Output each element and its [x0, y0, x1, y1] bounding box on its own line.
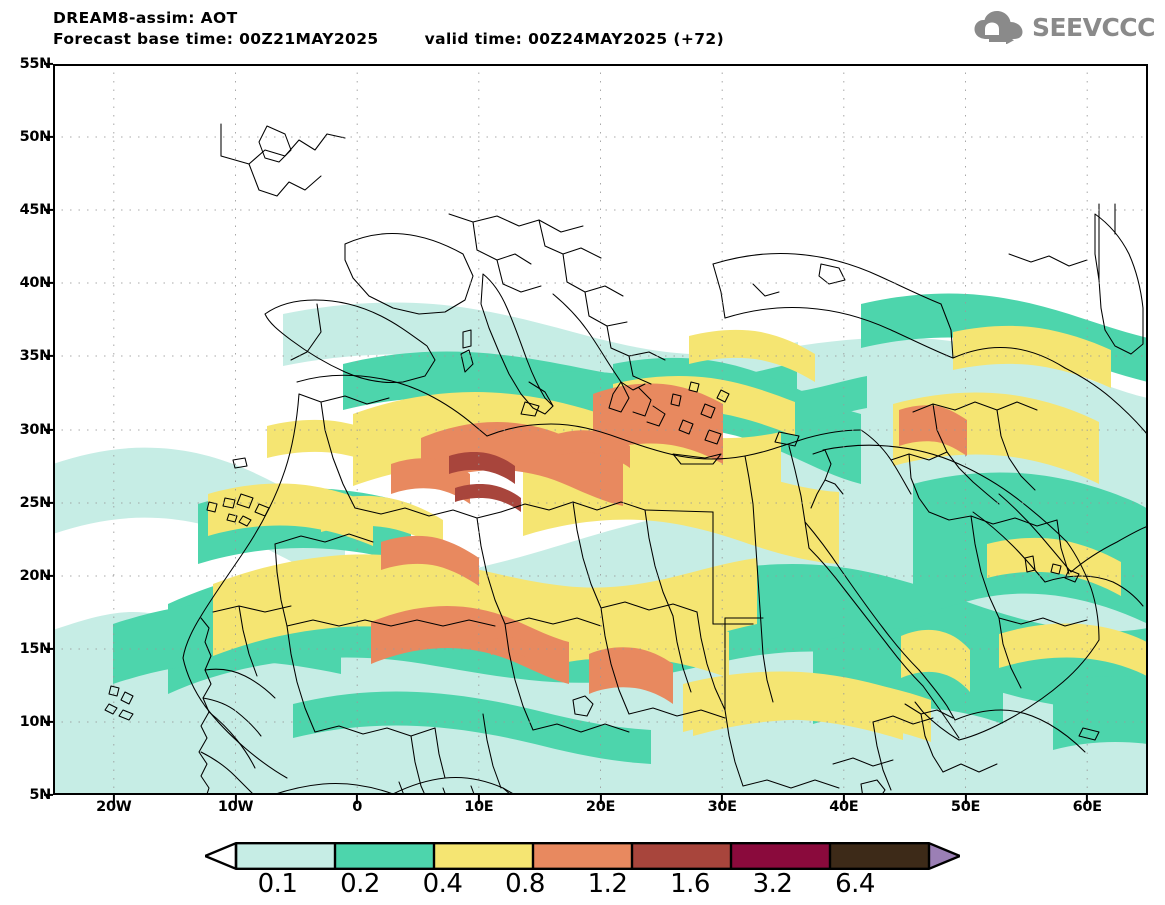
y-tick-55N: 55N [19, 56, 52, 72]
cbar-tick-6_4: 6.4 [835, 869, 875, 899]
x-tick-30E: 30E [707, 799, 737, 815]
y-tick-50N: 50N [19, 129, 52, 145]
x-tick-0: 0 [352, 799, 363, 815]
cloud-arrow-icon [974, 11, 1023, 44]
x-tick-60E: 60E [1072, 799, 1102, 815]
y-tick-40N: 40N [19, 275, 52, 291]
lead-time-value: (+72) [673, 30, 725, 48]
y-tick-45N: 45N [19, 202, 52, 218]
time-info-line: Forecast base time: 00Z21MAY2025 valid ti… [53, 29, 724, 50]
aot-level-0_8 [371, 383, 967, 704]
map-gridlines [53, 64, 1148, 795]
aot-colorbar[interactable] [205, 841, 960, 871]
map-field-clip [53, 64, 1148, 795]
y-tick-5N: 5N [29, 787, 51, 803]
seevccc-logo: SEEVCCC [973, 10, 1156, 44]
cbar-tick-1_2: 1.2 [587, 869, 628, 899]
valid-time-label: valid time: [424, 30, 523, 48]
aot-level-1_2 [449, 452, 521, 512]
x-tick-20W: 20W [96, 799, 132, 815]
valid-time-value: 00Z24MAY2025 [528, 30, 668, 48]
y-tick-10N: 10N [19, 714, 52, 730]
colorbar-tick-labels: 0.1 0.2 0.4 0.8 1.2 1.6 3.2 6.4 [205, 869, 960, 899]
base-time-value: 00Z21MAY2025 [239, 30, 379, 48]
y-tick-20N: 20N [19, 568, 52, 584]
x-tick-20E: 20E [585, 799, 616, 815]
y-tick-25N: 25N [19, 495, 52, 511]
x-tick-10W: 10W [217, 799, 254, 815]
base-time-label: Forecast base time: [53, 30, 234, 48]
x-tick-10E: 10E [464, 799, 494, 815]
cbar-tick-0_1: 0.1 [257, 869, 298, 899]
cbar-tick-0_4: 0.4 [422, 869, 463, 899]
cbar-tick-3_2: 3.2 [752, 869, 793, 899]
logo-text: SEEVCCC [1031, 12, 1156, 42]
chart-header: DREAM8-assim: AOT Forecast base time: 00… [53, 8, 724, 50]
cbar-tick-0_8: 0.8 [505, 869, 545, 899]
cbar-tick-0_2: 0.2 [340, 869, 380, 899]
plot-frame [53, 64, 1148, 795]
map-plot-area[interactable] [53, 64, 1148, 795]
y-tick-35N: 35N [19, 348, 52, 364]
cbar-tick-1_6: 1.6 [670, 869, 710, 899]
model-title: DREAM8-assim: AOT [53, 9, 238, 27]
x-tick-50E: 50E [950, 799, 981, 815]
y-tick-30N: 30N [19, 422, 52, 438]
x-tick-40E: 40E [829, 799, 859, 815]
y-tick-15N: 15N [19, 641, 52, 657]
aot-contour-map [53, 64, 1148, 795]
aot-level-0_4 [208, 325, 1147, 742]
